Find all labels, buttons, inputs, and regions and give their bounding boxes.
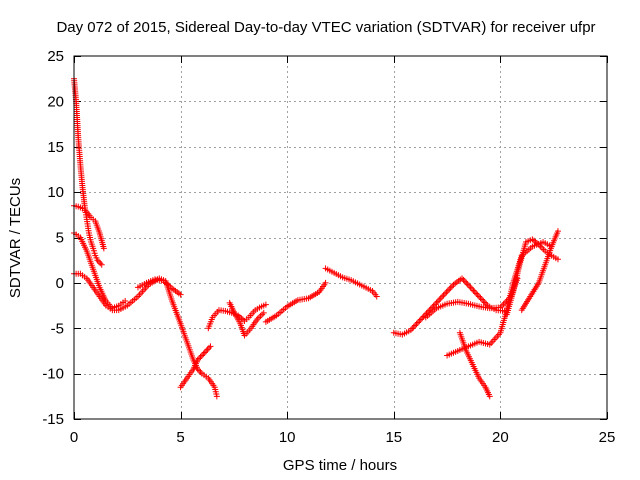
- data-point: [464, 281, 471, 288]
- y-tick-label: 20: [47, 93, 64, 110]
- data-point: [436, 296, 443, 303]
- series-prn-n: [456, 329, 493, 400]
- data-point: [413, 321, 420, 328]
- data-point: [466, 282, 473, 289]
- y-tick-label: 5: [56, 230, 64, 247]
- plot-frame: [73, 55, 608, 420]
- y-tick-label: -10: [42, 366, 64, 383]
- data-points: [71, 75, 561, 400]
- data-point: [122, 298, 129, 305]
- data-point: [416, 317, 423, 324]
- series-prn-k: [390, 275, 508, 338]
- data-point: [434, 298, 441, 305]
- series-prn-e: [134, 276, 184, 298]
- series-prn-d: [71, 270, 220, 400]
- data-point: [200, 350, 207, 357]
- series-prn-f: [177, 343, 214, 391]
- data-point: [410, 324, 417, 331]
- x-tick-label: 15: [385, 429, 402, 446]
- data-point: [471, 288, 478, 295]
- data-point: [470, 287, 477, 294]
- data-point: [540, 246, 547, 253]
- data-point: [432, 301, 439, 308]
- data-point: [530, 237, 537, 244]
- data-point: [322, 279, 329, 286]
- data-point: [207, 343, 214, 350]
- data-point: [257, 312, 264, 319]
- series-prn-p: [518, 228, 561, 314]
- data-point: [554, 256, 561, 263]
- data-point: [198, 352, 205, 359]
- x-tick-label: 25: [599, 429, 616, 446]
- data-point: [177, 291, 184, 298]
- data-point: [468, 285, 475, 292]
- series-prn-h: [226, 299, 267, 339]
- series-prn-i: [262, 279, 329, 325]
- data-point: [538, 244, 545, 251]
- x-tick-label: 10: [279, 429, 296, 446]
- data-point: [444, 287, 451, 294]
- data-point: [443, 289, 450, 296]
- data-point: [203, 347, 210, 354]
- y-tick-label: -15: [42, 411, 64, 428]
- data-point: [262, 301, 269, 308]
- y-tick-label: 25: [47, 48, 64, 65]
- data-point: [373, 293, 380, 300]
- data-point: [414, 319, 421, 326]
- x-tick-label: 20: [492, 429, 509, 446]
- data-point: [197, 369, 204, 376]
- y-tick-label: 15: [47, 139, 64, 156]
- data-point: [197, 353, 204, 360]
- data-point: [477, 295, 484, 301]
- y-tick-labels: -15 -10 -5 0 5 10 15 20 25: [42, 48, 64, 428]
- data-point: [446, 286, 453, 293]
- data-point: [213, 393, 220, 400]
- data-point: [412, 322, 419, 329]
- data-point: [483, 301, 490, 308]
- data-point: [467, 284, 474, 291]
- series-prn-a: [71, 75, 105, 268]
- x-tick-label: 5: [176, 429, 184, 446]
- data-point: [255, 314, 262, 321]
- data-point: [97, 260, 104, 267]
- data-point: [439, 293, 446, 300]
- data-point: [441, 290, 448, 297]
- data-point: [419, 314, 426, 321]
- data-point: [463, 279, 470, 286]
- data-point: [480, 298, 487, 305]
- data-point: [554, 228, 561, 235]
- data-point: [449, 283, 456, 290]
- data-point: [460, 276, 467, 283]
- data-point: [409, 325, 416, 332]
- chart-title: Day 072 of 2015, Sidereal Day-to-day VTE…: [56, 19, 595, 36]
- axis-ticks: [74, 56, 608, 420]
- grid-lines: [74, 56, 607, 419]
- data-point: [260, 309, 267, 316]
- data-point: [473, 290, 480, 297]
- x-tick-labels: 0 5 10 15 20 25: [70, 429, 616, 446]
- data-point: [204, 346, 211, 353]
- x-tick-label: 0: [70, 429, 78, 446]
- data-point: [486, 393, 493, 400]
- y-tick-label: 10: [47, 184, 64, 201]
- data-point: [437, 295, 444, 302]
- data-point: [447, 284, 454, 291]
- data-point: [440, 292, 447, 299]
- data-point: [201, 349, 208, 356]
- series-prn-j: [322, 265, 380, 300]
- data-point: [474, 291, 481, 298]
- data-point: [100, 245, 107, 252]
- data-point: [259, 311, 266, 318]
- y-axis-label: SDTVAR / TECUs: [7, 178, 24, 298]
- data-point: [98, 261, 105, 268]
- data-point: [478, 296, 485, 303]
- x-axis-label: GPS time / hours: [283, 457, 397, 474]
- data-point: [206, 344, 213, 351]
- data-point: [476, 293, 483, 300]
- y-tick-label: -5: [51, 320, 64, 337]
- series-prn-c: [71, 229, 129, 312]
- data-point: [481, 299, 488, 306]
- y-tick-label: 0: [56, 275, 64, 292]
